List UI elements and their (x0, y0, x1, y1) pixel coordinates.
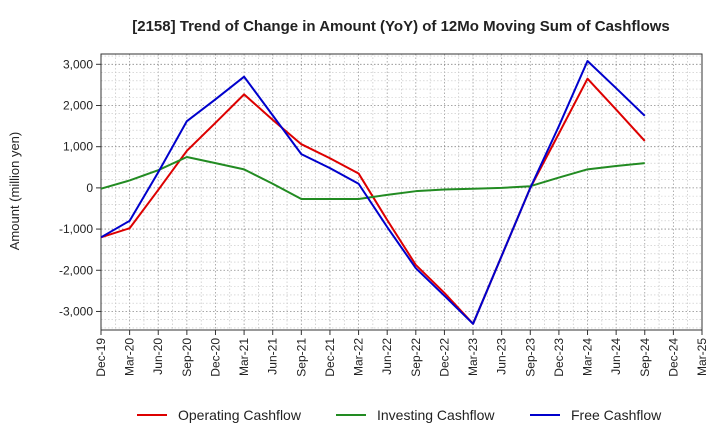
x-tick-label: Jun-23 (495, 338, 509, 375)
chart-title: [2158] Trend of Change in Amount (YoY) o… (132, 18, 670, 35)
x-tick-label: Dec-20 (208, 338, 222, 377)
axes: -3,000 -2,000 -1,000 0 1,000 2,000 3,000 Dec-19… (59, 53, 709, 377)
x-tick-label: Sep-22 (409, 338, 423, 377)
x-tick-label: Mar-20 (123, 338, 137, 376)
legend: Operating Cashflow Investing Cashflow Free… (137, 407, 662, 423)
series-lines (100, 60, 646, 325)
x-tick-label: Dec-23 (552, 338, 566, 377)
legend-label-operating-cashflow: Operating Cashflow (178, 407, 302, 423)
y-axis-label: Amount (million yen) (7, 132, 22, 251)
x-tick-label: Sep-21 (294, 338, 308, 377)
plot-frame (100, 53, 703, 331)
legend-label-free-cashflow: Free Cashflow (571, 407, 662, 423)
x-tick-label: Dec-19 (94, 338, 108, 377)
y-tick-label: 0 (86, 181, 93, 195)
y-tick-label: 2,000 (63, 98, 93, 112)
x-tick-label: Sep-20 (180, 338, 194, 377)
x-tick-label: Mar-23 (466, 338, 480, 376)
x-tick-label: Jun-20 (151, 338, 165, 375)
grid (100, 54, 703, 330)
x-tick-label: Jun-21 (266, 338, 280, 375)
x-tick-label: Jun-24 (609, 338, 623, 375)
x-tick-label: Mar-22 (352, 338, 366, 376)
series-line-free-cashflow (100, 60, 646, 325)
y-tick-label: -2,000 (59, 263, 93, 277)
x-tick-label: Dec-22 (437, 338, 451, 377)
legend-label-investing-cashflow: Investing Cashflow (377, 407, 495, 423)
x-tick-label: Mar-25 (695, 338, 709, 376)
x-tick-label: Mar-21 (237, 338, 251, 376)
x-tick-label: Sep-23 (523, 338, 537, 377)
y-tick-label: 1,000 (63, 140, 93, 154)
x-tick-label: Jun-22 (380, 338, 394, 375)
y-tick-label: -3,000 (59, 304, 93, 318)
y-tick-label: -1,000 (59, 222, 93, 236)
x-tick-label: Sep-24 (638, 338, 652, 377)
x-tick-label: Dec-24 (666, 338, 680, 377)
y-tick-label: 3,000 (63, 57, 93, 71)
series-line-investing-cashflow (100, 155, 645, 200)
x-tick-label: Dec-21 (323, 338, 337, 377)
x-tick-label: Mar-24 (581, 338, 595, 376)
